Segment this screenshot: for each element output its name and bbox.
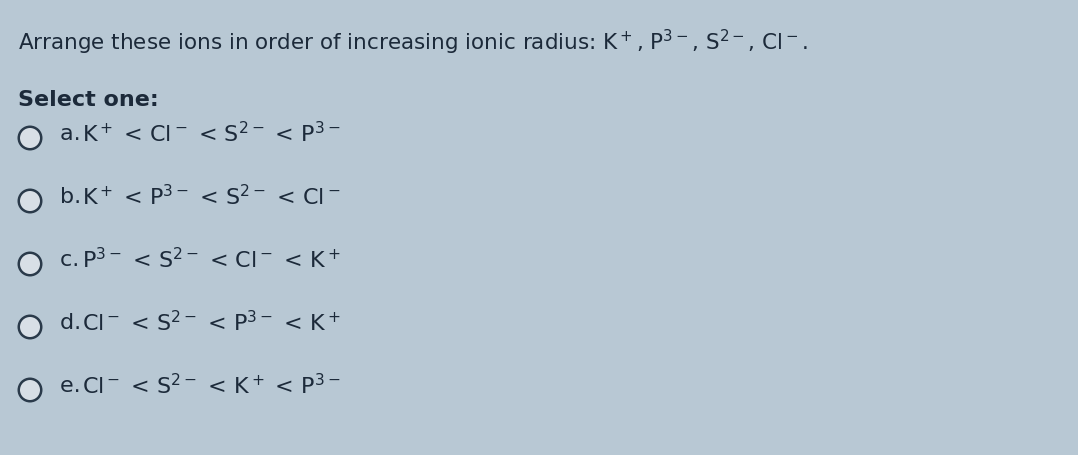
Circle shape [17, 126, 42, 151]
Text: d.: d. [60, 313, 88, 333]
Text: c.: c. [60, 250, 86, 270]
Text: a.: a. [60, 124, 87, 144]
Circle shape [17, 252, 42, 277]
Circle shape [20, 191, 40, 211]
Text: b.: b. [60, 187, 88, 207]
Text: P$^{3-}$ < S$^{2-}$ < Cl$^-$ < K$^+$: P$^{3-}$ < S$^{2-}$ < Cl$^-$ < K$^+$ [82, 247, 341, 272]
Circle shape [17, 378, 42, 403]
Text: Cl$^-$ < S$^{2-}$ < P$^{3-}$ < K$^+$: Cl$^-$ < S$^{2-}$ < P$^{3-}$ < K$^+$ [82, 310, 341, 335]
Text: K$^+$ < P$^{3-}$ < S$^{2-}$ < Cl$^-$: K$^+$ < P$^{3-}$ < S$^{2-}$ < Cl$^-$ [82, 184, 341, 209]
Circle shape [20, 380, 40, 400]
Text: Arrange these ions in order of increasing ionic radius: K$^+$, P$^{3-}$, S$^{2-}: Arrange these ions in order of increasin… [18, 28, 808, 57]
Text: Select one:: Select one: [18, 90, 158, 110]
Circle shape [20, 317, 40, 337]
Circle shape [20, 128, 40, 148]
Circle shape [20, 254, 40, 274]
Circle shape [17, 188, 42, 213]
Text: K$^+$ < Cl$^-$ < S$^{2-}$ < P$^{3-}$: K$^+$ < Cl$^-$ < S$^{2-}$ < P$^{3-}$ [82, 121, 341, 146]
Text: e.: e. [60, 375, 87, 395]
Circle shape [17, 314, 42, 339]
Text: Cl$^-$ < S$^{2-}$ < K$^+$ < P$^{3-}$: Cl$^-$ < S$^{2-}$ < K$^+$ < P$^{3-}$ [82, 373, 341, 398]
